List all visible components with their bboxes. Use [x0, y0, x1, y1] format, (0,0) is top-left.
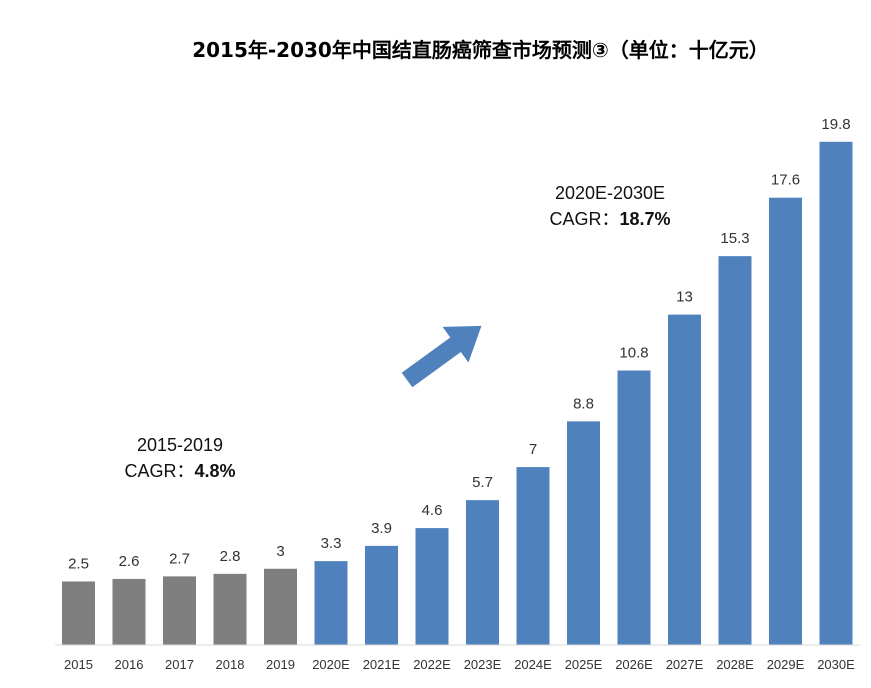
bar-2015: [62, 581, 95, 645]
annotation-cagr: CAGR：4.8%: [124, 461, 236, 481]
bar-2022E: [415, 528, 449, 645]
value-label-2015: 2.5: [68, 555, 89, 572]
value-label-2030E: 19.8: [821, 116, 850, 133]
x-tick-label-2028E: 2028E: [716, 657, 754, 672]
cagr-annotation-2015-2019: 2015-2019 CAGR：4.8%: [100, 432, 260, 484]
chart-title: 2015年-2030年中国结直肠癌筛查市场预测③（单位：十亿元）: [192, 38, 769, 62]
bar-2024E: [516, 467, 550, 645]
bar-2023E: [466, 500, 499, 645]
value-label-2025E: 8.8: [573, 395, 594, 412]
x-tick-label-2021E: 2021E: [363, 657, 401, 672]
bar-2019: [264, 568, 297, 645]
x-tick-labels-group: 2015 2016 2017 2018 2019 2020E 2021E 2022E 2023E…: [64, 657, 855, 672]
value-label-2024E: 7: [529, 441, 537, 458]
cagr-annotation-2020-2030: 2020E-2030E CAGR：18.7%: [520, 180, 700, 232]
bar-2016: [112, 578, 146, 645]
x-tick-label-2027E: 2027E: [666, 657, 704, 672]
growth-arrow-icon: [401, 325, 482, 388]
value-label-2019: 3: [276, 543, 284, 560]
x-tick-label-2016: 2016: [115, 657, 144, 672]
x-tick-label-2030E: 2030E: [817, 657, 855, 672]
value-label-2021E: 3.9: [371, 520, 392, 537]
bar-2018: [213, 573, 247, 645]
value-label-2023E: 5.7: [472, 474, 493, 491]
x-tick-label-2024E: 2024E: [514, 657, 552, 672]
annotation-cagr: CAGR：18.7%: [549, 209, 671, 229]
bar-2020E: [314, 561, 348, 645]
bar-2030E: [819, 141, 853, 646]
x-tick-label-2019: 2019: [266, 657, 295, 672]
x-tick-label-2025E: 2025E: [565, 657, 603, 672]
x-tick-label-2022E: 2022E: [413, 657, 451, 672]
bars-group: [62, 141, 853, 646]
x-tick-label-2015: 2015: [64, 657, 93, 672]
bar-2029E: [769, 197, 802, 645]
bar-2026E: [617, 370, 651, 645]
x-tick-label-2020E: 2020E: [312, 657, 350, 672]
value-labels-group: 2.5 2.6 2.7 2.8 3 3.3 3.9 4.6 5.7 7 8.8 10.8 13 15.3 1…: [68, 116, 851, 573]
value-label-2017: 2.7: [169, 550, 190, 567]
annotation-period: 2015-2019: [136, 435, 224, 455]
bar-2027E: [668, 314, 701, 645]
value-label-2022E: 4.6: [422, 502, 443, 519]
bar-2028E: [718, 256, 752, 645]
bar-2021E: [365, 545, 398, 645]
value-label-2018: 2.8: [220, 548, 241, 565]
value-label-2028E: 15.3: [720, 230, 749, 247]
x-tick-label-2029E: 2029E: [767, 657, 805, 672]
bar-2017: [163, 576, 196, 645]
x-tick-label-2023E: 2023E: [464, 657, 502, 672]
annotation-period: 2020E-2030E: [554, 183, 666, 203]
x-tick-label-2017: 2017: [165, 657, 194, 672]
value-label-2016: 2.6: [119, 553, 140, 570]
value-label-2029E: 17.6: [771, 172, 800, 189]
x-tick-label-2026E: 2026E: [615, 657, 653, 672]
value-label-2027E: 13: [676, 289, 693, 306]
x-tick-label-2018: 2018: [216, 657, 245, 672]
value-label-2020E: 3.3: [321, 535, 342, 552]
value-label-2026E: 10.8: [619, 345, 648, 362]
bar-2025E: [567, 421, 600, 645]
